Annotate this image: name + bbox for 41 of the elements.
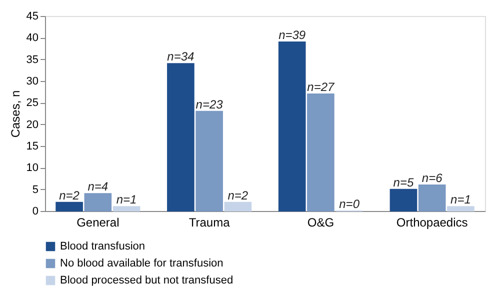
bar xyxy=(196,110,223,212)
bar xyxy=(447,206,474,212)
y-tick-label: 35 xyxy=(26,54,38,66)
bar xyxy=(84,193,112,212)
y-tick-label: 40 xyxy=(26,32,38,44)
legend-label: Blood transfusion xyxy=(60,240,145,252)
data-label: n=2 xyxy=(228,188,248,202)
data-label: n=2 xyxy=(59,188,80,202)
bar xyxy=(307,94,334,212)
legend-label: No blood available for transfusion xyxy=(60,258,224,270)
data-label: n=1 xyxy=(116,192,137,207)
y-tick-label: 20 xyxy=(26,118,38,131)
bar xyxy=(112,206,140,212)
bar xyxy=(278,42,306,212)
x-tick-label: Trauma xyxy=(188,216,230,230)
bar xyxy=(390,188,418,212)
y-tick-label: 0 xyxy=(32,206,38,218)
data-label: n=4 xyxy=(88,180,108,194)
data-label: n=5 xyxy=(393,175,414,190)
legend-label: Blood processed but not transfused xyxy=(60,274,234,286)
y-tick-label: 10 xyxy=(26,162,38,174)
y-tick-label: 25 xyxy=(26,97,38,110)
bar xyxy=(167,63,194,212)
data-label: n=27 xyxy=(307,80,336,94)
y-tick-label: 5 xyxy=(32,184,38,196)
x-tick-label: Orthopaedics xyxy=(396,216,468,230)
data-label: n=34 xyxy=(167,50,195,64)
y-axis-title: Cases, n xyxy=(8,90,22,138)
data-label: n=23 xyxy=(196,97,224,112)
data-label: n=1 xyxy=(450,192,471,207)
x-tick-label: General xyxy=(76,216,120,230)
bar xyxy=(418,184,446,212)
data-label: n=6 xyxy=(422,171,443,185)
y-tick-label: 30 xyxy=(26,76,38,88)
data-label: n=0 xyxy=(339,197,360,211)
x-tick-label: O&G xyxy=(307,216,334,230)
bar xyxy=(56,202,83,212)
data-label: n=39 xyxy=(278,28,306,42)
bar xyxy=(224,202,252,212)
y-tick-label: 45 xyxy=(26,10,38,22)
y-tick-label: 15 xyxy=(26,140,38,152)
